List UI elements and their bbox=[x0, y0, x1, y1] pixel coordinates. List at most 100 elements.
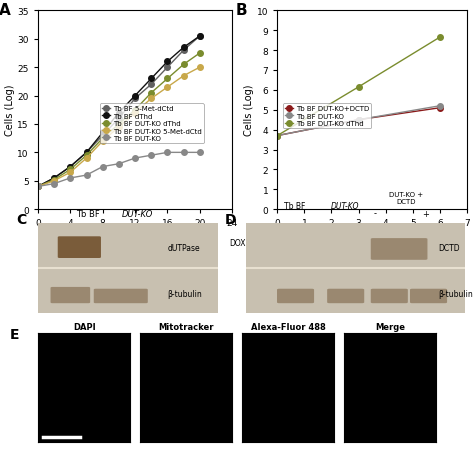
Text: +: + bbox=[422, 209, 428, 218]
Text: Mitotracker: Mitotracker bbox=[158, 322, 214, 331]
Tb BF DUT-KO 5-Met-dCtd bbox=[164, 85, 170, 91]
Tb BF dThd bbox=[35, 184, 41, 190]
Tb BF 5-Met-dCtd bbox=[35, 184, 41, 190]
Text: C: C bbox=[16, 212, 27, 226]
Text: DUT-KO +
DCTD: DUT-KO + DCTD bbox=[389, 191, 423, 204]
Line: Tb BF DUT-KO 5-Met-dCtd: Tb BF DUT-KO 5-Met-dCtd bbox=[35, 65, 203, 190]
Text: DUT-KO: DUT-KO bbox=[121, 209, 153, 218]
Tb BF 5-Met-dCtd bbox=[116, 116, 122, 122]
Tb BF dThd bbox=[148, 77, 154, 82]
Text: Merge: Merge bbox=[375, 322, 405, 331]
Tb BF dThd bbox=[116, 110, 122, 116]
Text: DCTD: DCTD bbox=[438, 243, 460, 252]
Tb BF DUT-KO bbox=[132, 156, 138, 161]
Tb BF DUT-KO+DCTD bbox=[274, 133, 280, 139]
Text: D: D bbox=[225, 212, 236, 226]
Tb BF 5-Met-dCtd bbox=[164, 65, 170, 71]
Tb BF DUT-KO bbox=[116, 161, 122, 167]
Line: Tb BF DUT-KO dThd: Tb BF DUT-KO dThd bbox=[274, 35, 443, 139]
Tb BF DUT-KO dThd bbox=[35, 184, 41, 190]
Tb BF DUT-KO dThd bbox=[100, 136, 106, 142]
Tb BF 5-Met-dCtd bbox=[181, 48, 186, 54]
Text: E: E bbox=[9, 327, 19, 341]
Tb BF DUT-KO dThd bbox=[148, 91, 154, 96]
FancyBboxPatch shape bbox=[327, 289, 364, 304]
Tb BF 5-Met-dCtd bbox=[67, 165, 73, 170]
Line: Tb BF DUT-KO dThd: Tb BF DUT-KO dThd bbox=[35, 51, 203, 190]
Tb BF DUT-KO 5-Met-dCtd bbox=[83, 156, 89, 161]
Tb BF DUT-KO 5-Met-dCtd bbox=[67, 170, 73, 175]
Tb BF DUT-KO dThd bbox=[356, 85, 361, 90]
Tb BF DUT-KO 5-Met-dCtd bbox=[181, 74, 186, 79]
Text: Tb BF: Tb BF bbox=[284, 202, 305, 211]
Tb BF dThd bbox=[83, 150, 89, 156]
Tb BF 5-Met-dCtd bbox=[100, 133, 106, 139]
Tb BF DUT-KO bbox=[83, 173, 89, 179]
Legend: Tb BF DUT-KO+DCTD, Tb BF DUT-KO, Tb BF DUT-KO dThd: Tb BF DUT-KO+DCTD, Tb BF DUT-KO, Tb BF D… bbox=[283, 104, 371, 129]
Tb BF dThd bbox=[67, 165, 73, 170]
Tb BF DUT-KO dThd bbox=[181, 62, 186, 68]
FancyBboxPatch shape bbox=[371, 289, 408, 304]
Tb BF dThd bbox=[132, 94, 138, 99]
Text: Tb BF: Tb BF bbox=[76, 209, 100, 218]
Tb BF DUT-KO+DCTD bbox=[356, 118, 361, 123]
Text: β-tubulin: β-tubulin bbox=[168, 289, 202, 298]
Line: Tb BF DUT-KO+DCTD: Tb BF DUT-KO+DCTD bbox=[274, 106, 443, 139]
Tb BF DUT-KO 5-Met-dCtd bbox=[35, 184, 41, 190]
Tb BF DUT-KO bbox=[356, 118, 361, 123]
Tb BF 5-Met-dCtd bbox=[83, 150, 89, 156]
Text: β-tubulin: β-tubulin bbox=[438, 289, 473, 298]
FancyBboxPatch shape bbox=[410, 289, 447, 304]
Tb BF DUT-KO 5-Met-dCtd bbox=[132, 110, 138, 116]
Tb BF DUT-KO dThd bbox=[164, 77, 170, 82]
Tb BF DUT-KO 5-Met-dCtd bbox=[100, 139, 106, 144]
Tb BF DUT-KO dThd bbox=[197, 51, 203, 56]
Text: DOX: DOX bbox=[229, 239, 246, 248]
X-axis label: Days: Days bbox=[360, 230, 384, 240]
Tb BF 5-Met-dCtd bbox=[148, 82, 154, 87]
Tb BF DUT-KO bbox=[274, 133, 280, 139]
Tb BF DUT-KO bbox=[100, 165, 106, 170]
Line: Tb BF DUT-KO: Tb BF DUT-KO bbox=[274, 104, 443, 139]
Tb BF DUT-KO dThd bbox=[437, 35, 443, 41]
Tb BF DUT-KO bbox=[197, 150, 203, 156]
FancyBboxPatch shape bbox=[277, 289, 314, 304]
Text: DAPI: DAPI bbox=[73, 322, 95, 331]
Tb BF DUT-KO 5-Met-dCtd bbox=[116, 125, 122, 130]
Tb BF 5-Met-dCtd bbox=[51, 176, 57, 181]
Line: Tb BF dThd: Tb BF dThd bbox=[35, 34, 203, 190]
Legend: Tb BF 5-Met-dCtd, Tb BF dThd, Tb BF DUT-KO dThd, Tb BF DUT-KO 5-Met-dCtd, Tb BF : Tb BF 5-Met-dCtd, Tb BF dThd, Tb BF DUT-… bbox=[100, 104, 204, 144]
FancyBboxPatch shape bbox=[51, 287, 90, 304]
Tb BF dThd bbox=[100, 130, 106, 136]
FancyBboxPatch shape bbox=[371, 239, 428, 260]
Line: Tb BF DUT-KO: Tb BF DUT-KO bbox=[35, 150, 203, 190]
Tb BF DUT-KO bbox=[437, 104, 443, 109]
Tb BF 5-Met-dCtd bbox=[197, 34, 203, 40]
Tb BF DUT-KO 5-Met-dCtd bbox=[197, 65, 203, 71]
Tb BF dThd bbox=[51, 176, 57, 181]
Tb BF dThd bbox=[164, 60, 170, 65]
Tb BF 5-Met-dCtd bbox=[132, 97, 138, 102]
Text: DUT-KO: DUT-KO bbox=[330, 202, 359, 211]
Y-axis label: Cells (Log): Cells (Log) bbox=[244, 85, 254, 136]
Tb BF dThd bbox=[181, 46, 186, 51]
Text: B: B bbox=[236, 3, 247, 18]
Tb BF DUT-KO+DCTD bbox=[437, 106, 443, 111]
Tb BF DUT-KO dThd bbox=[274, 133, 280, 139]
Tb BF DUT-KO bbox=[148, 153, 154, 159]
Tb BF DUT-KO dThd bbox=[83, 153, 89, 159]
Text: dUTPase: dUTPase bbox=[168, 243, 200, 252]
Line: Tb BF 5-Met-dCtd: Tb BF 5-Met-dCtd bbox=[35, 34, 203, 190]
Tb BF DUT-KO 5-Met-dCtd bbox=[148, 97, 154, 102]
FancyBboxPatch shape bbox=[58, 237, 101, 258]
Tb BF DUT-KO bbox=[35, 184, 41, 190]
Tb BF DUT-KO bbox=[164, 150, 170, 156]
Tb BF DUT-KO bbox=[181, 150, 186, 156]
Tb BF DUT-KO 5-Met-dCtd bbox=[51, 179, 57, 184]
Tb BF DUT-KO dThd bbox=[116, 122, 122, 127]
Text: -: - bbox=[374, 209, 377, 218]
Tb BF DUT-KO bbox=[67, 176, 73, 181]
Y-axis label: Cells (Log): Cells (Log) bbox=[5, 85, 15, 136]
Tb BF DUT-KO dThd bbox=[132, 108, 138, 113]
Tb BF dThd bbox=[197, 34, 203, 40]
